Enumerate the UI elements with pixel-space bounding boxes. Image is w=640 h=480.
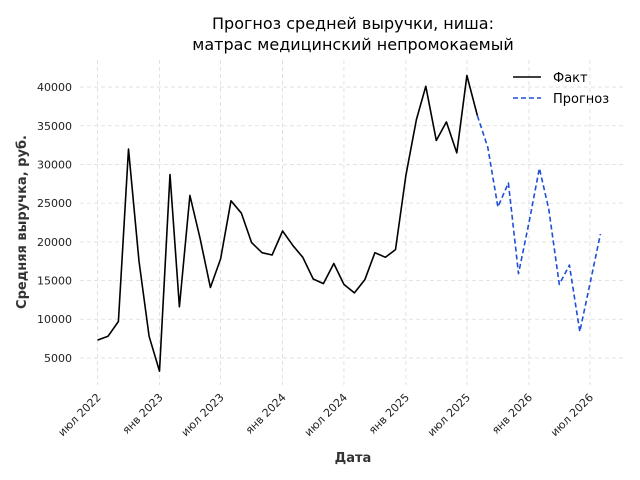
- x-axis-label: Дата: [335, 451, 372, 466]
- y-tick-labels: 5000 10000 15000 20000 25000 30000 35000 40000: [37, 81, 72, 365]
- y-axis-label: Средняя выручка, руб.: [15, 135, 30, 309]
- x-tick-label: июл 2025: [425, 391, 473, 439]
- x-tick-label: июл 2026: [548, 391, 596, 439]
- y-tick-label: 25000: [37, 197, 72, 210]
- x-tick-label: июл 2024: [302, 391, 350, 439]
- legend-label-forecast: Прогноз: [553, 92, 609, 107]
- series-layer: [97, 74, 602, 372]
- y-tick-label: 5000: [44, 352, 72, 365]
- x-tick-label: июл 2023: [179, 391, 227, 439]
- x-tick-label: янв 2026: [489, 391, 535, 437]
- chart-title-line-2: матрас медицинский непромокаемый: [192, 35, 514, 54]
- x-tick-label: янв 2023: [120, 391, 166, 437]
- x-gridlines: [97, 60, 591, 385]
- series-line-forecast: [476, 115, 602, 333]
- y-tick-label: 35000: [37, 120, 72, 133]
- y-tick-label: 30000: [37, 158, 72, 171]
- y-tick-label: 15000: [37, 275, 72, 288]
- series-line-fact: [97, 74, 479, 372]
- legend-label-fact: Факт: [553, 71, 588, 86]
- chart-title-line-1: Прогноз средней выручки, ниша:: [212, 14, 494, 33]
- x-tick-label: янв 2024: [243, 391, 289, 437]
- x-tick-label: июл 2022: [56, 391, 104, 439]
- y-tick-label: 10000: [37, 313, 72, 326]
- x-tick-labels: июл 2022 янв 2023 июл 2023 янв 2024 июл 2024…: [56, 391, 596, 439]
- y-tick-label: 20000: [37, 236, 72, 249]
- legend: Факт Прогноз: [513, 71, 609, 107]
- x-tick-label: янв 2025: [366, 391, 412, 437]
- y-tick-label: 40000: [37, 81, 72, 94]
